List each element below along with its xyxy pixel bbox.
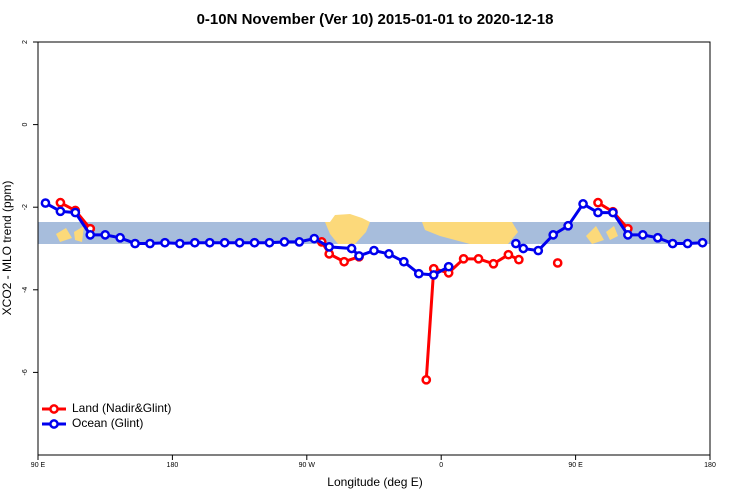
data-point: [55, 197, 66, 208]
data-point: [55, 206, 66, 217]
y-tick-label: 2: [22, 40, 29, 44]
data-point: [682, 238, 693, 249]
data-point: [503, 249, 514, 260]
data-point: [667, 238, 678, 249]
data-point: [354, 251, 364, 261]
x-tick-label: 0: [439, 462, 443, 469]
data-point: [697, 237, 708, 248]
data-point: [85, 230, 96, 240]
data-point: [443, 261, 454, 272]
legend-label: Land (Nadir&Glint): [72, 401, 171, 415]
x-tick-label: 90 E: [568, 462, 583, 469]
data-point: [204, 237, 215, 248]
legend-marker: [49, 419, 59, 429]
data-point: [511, 238, 521, 249]
data-point: [279, 237, 290, 247]
data-point: [346, 243, 357, 254]
data-point: [514, 254, 524, 265]
data-point: [175, 238, 185, 249]
data-point: [234, 237, 245, 248]
data-point: [518, 243, 529, 254]
data-point: [548, 230, 559, 240]
data-point: [100, 230, 111, 240]
data-point: [399, 256, 409, 267]
x-axis-label: Longitude (deg E): [327, 475, 422, 489]
data-point: [578, 199, 588, 209]
data-point: [219, 237, 230, 248]
plot-frame: [37, 41, 711, 456]
data-point: [115, 232, 125, 243]
data-point: [369, 245, 379, 256]
data-point: [145, 238, 155, 249]
data-point: [130, 238, 140, 249]
data-point: [637, 230, 648, 240]
data-point: [458, 253, 469, 264]
data-point: [189, 237, 200, 248]
data-point: [593, 197, 603, 208]
x-tick-label: 180: [167, 462, 179, 469]
data-point: [264, 237, 275, 248]
y-axis-label: XCO2 - MLO trend (ppm): [0, 181, 14, 316]
chart-title: 0-10N November (Ver 10) 2015-01-01 to 20…: [197, 11, 554, 28]
data-point: [488, 258, 499, 269]
data-point: [294, 237, 305, 247]
y-tick-label: 0: [22, 123, 29, 127]
y-tick-label: -4: [22, 287, 29, 293]
legend-label: Ocean (Glint): [72, 416, 143, 430]
data-point: [160, 237, 170, 248]
data-point: [339, 256, 349, 267]
x-tick-label: 90 E: [31, 462, 46, 469]
data-point: [593, 207, 603, 218]
data-point: [70, 207, 81, 218]
data-point: [428, 270, 439, 280]
data-point: [608, 207, 618, 218]
data-point: [563, 220, 573, 231]
data-point: [309, 233, 320, 244]
data-point: [473, 253, 484, 264]
data-point: [249, 237, 260, 248]
data-point: [623, 230, 633, 240]
y-tick-label: -2: [22, 204, 29, 210]
data-point: [552, 258, 563, 268]
data-point: [652, 232, 663, 243]
data-point: [413, 268, 424, 279]
legend-marker: [49, 404, 59, 414]
map-strip: [38, 214, 710, 244]
data-point: [533, 245, 544, 256]
data-point: [384, 249, 394, 259]
data-point: [421, 374, 432, 385]
x-tick-label: 180: [704, 462, 716, 469]
y-tick-label: -6: [22, 369, 29, 375]
data-point: [324, 241, 335, 252]
x-tick-label: 90 W: [299, 462, 316, 469]
data-point: [40, 198, 51, 208]
